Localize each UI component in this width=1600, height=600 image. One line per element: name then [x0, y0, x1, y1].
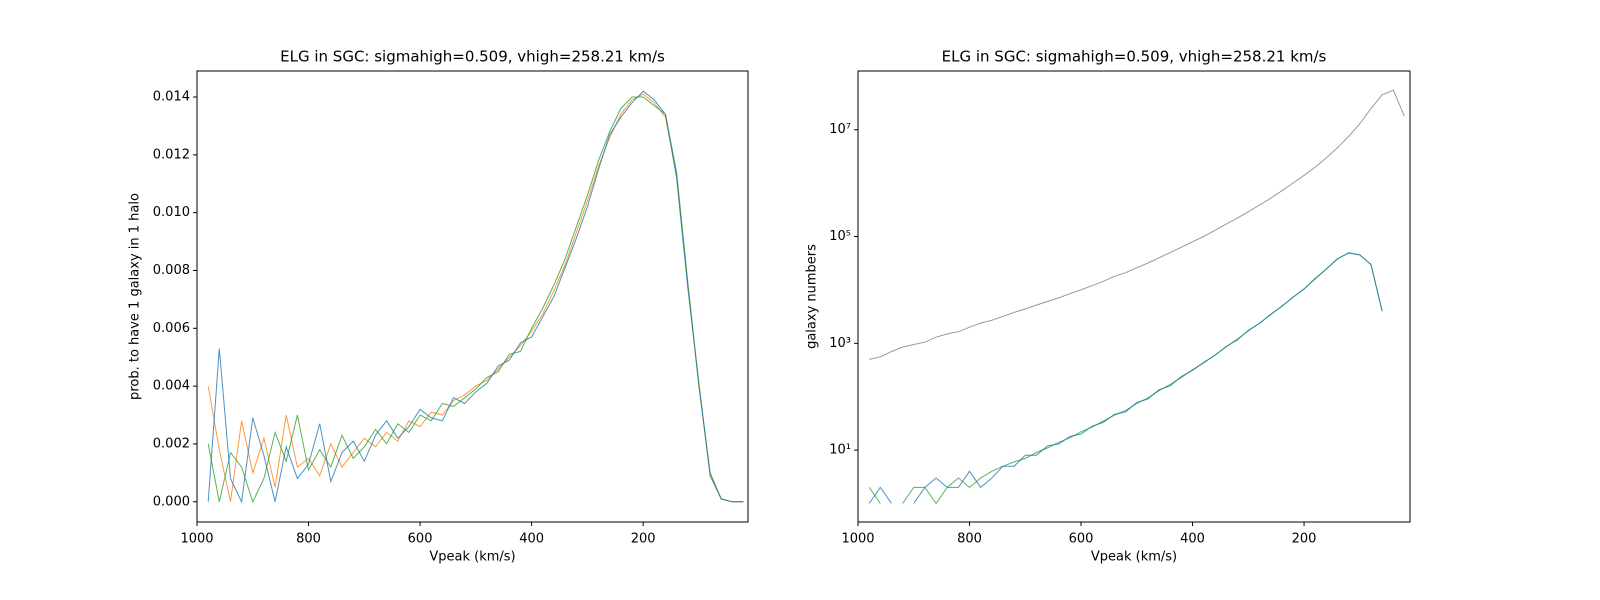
x-tick-label: 800	[957, 532, 982, 547]
chart-title: ELG in SGC: sigmahigh=0.509, vhigh=258.2…	[280, 48, 665, 66]
y-tick-label: 0.004	[153, 379, 190, 394]
y-axis-label: galaxy numbers	[805, 244, 820, 349]
x-axis-label: Vpeak (km/s)	[1091, 550, 1177, 565]
y-tick-label: 0.008	[153, 263, 190, 278]
y-tick-label: 10⁵	[829, 229, 851, 244]
series-line	[207, 96, 744, 504]
x-tick-label: 600	[1069, 532, 1094, 547]
x-tick-label: 1000	[180, 532, 213, 547]
chart-title: ELG in SGC: sigmahigh=0.509, vhigh=258.2…	[942, 48, 1327, 66]
series-line	[207, 93, 744, 503]
x-axis-label: Vpeak (km/s)	[429, 550, 515, 565]
y-tick-label: 0.006	[153, 321, 190, 336]
x-tick-label: 400	[519, 532, 544, 547]
plot-frame	[857, 70, 1411, 523]
y-tick-label: 0.012	[153, 147, 190, 162]
y-tick-label: 10¹	[829, 443, 851, 458]
x-tick-label: 200	[631, 532, 656, 547]
y-axis-label: prob. to have 1 galaxy in 1 halo	[128, 193, 143, 400]
series-line	[869, 89, 1405, 360]
y-tick-label: 0.010	[153, 205, 190, 220]
y-tick-label: 10⁷	[829, 122, 851, 137]
series-line	[868, 252, 1383, 505]
y-tick-label: 10³	[829, 336, 851, 351]
series-line	[207, 90, 744, 504]
y-tick-label: 0.002	[153, 436, 190, 451]
x-tick-label: 800	[296, 532, 321, 547]
x-tick-label: 200	[1292, 532, 1317, 547]
x-tick-label: 600	[408, 532, 433, 547]
x-tick-label: 1000	[841, 532, 874, 547]
y-tick-label: 0.000	[153, 494, 190, 509]
series-line	[868, 252, 1383, 504]
x-tick-label: 400	[1180, 532, 1205, 547]
y-tick-label: 0.014	[153, 90, 190, 105]
plot-frame	[196, 70, 749, 523]
